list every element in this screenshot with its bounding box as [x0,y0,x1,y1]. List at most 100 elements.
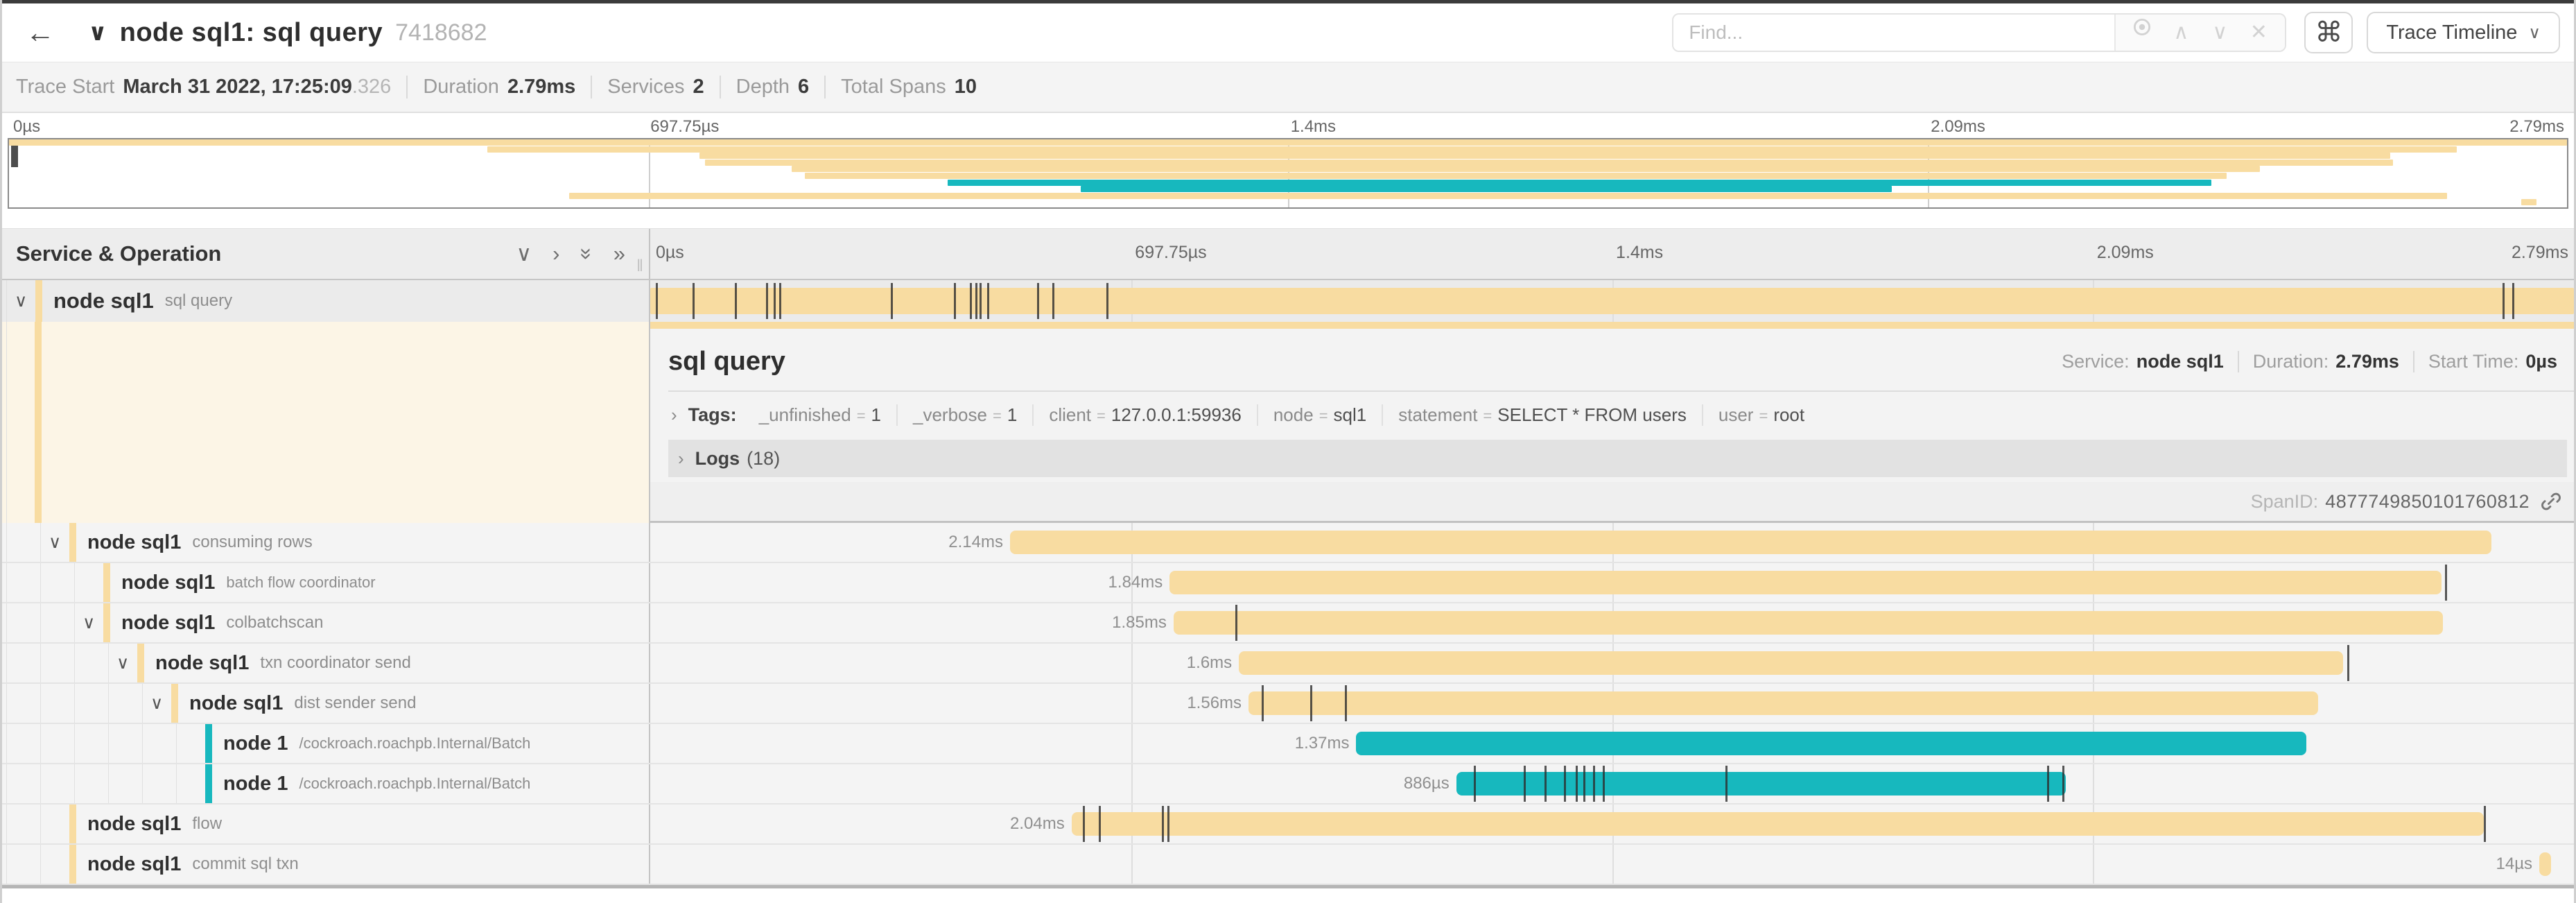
focus-match-icon[interactable] [2123,15,2161,51]
tag-value: SELECT * FROM users [1497,404,1687,425]
span-row[interactable]: node sql1 flow 2.04ms [2,805,2574,845]
column-resize-handle[interactable]: ‖ [636,257,645,275]
tag-item: statement = SELECT * FROM users [1382,404,1702,426]
span-tree-cell[interactable]: node sql1 batch flow coordinator [2,563,650,602]
span-tree-content: ∨ node sql1 colbatchscan [2,603,649,642]
span-duration-bar[interactable] [1456,772,2066,796]
trace-view-switcher-button[interactable]: Trace Timeline ∨ [2367,12,2560,53]
span-timeline-track[interactable]: 14µs [650,845,2574,884]
keyboard-shortcuts-button[interactable]: ⌘ [2304,12,2353,53]
span-timeline-track[interactable]: 886µs [650,764,2574,803]
span-tree-cell[interactable]: ∨ node sql1 txn coordinator send [2,644,650,682]
span-log-tick [2512,283,2515,319]
span-log-tick [1523,766,1526,802]
span-log-tick [1592,766,1595,802]
tree-indent-guide [40,724,41,763]
span-tree-cell[interactable]: node sql1 commit sql txn [2,845,650,884]
span-log-tick [2062,766,2064,802]
tags-accordion[interactable]: › Tags: _unfinished = 1 _verbose = 1 client = 12… [650,392,2574,437]
span-tree-cell[interactable]: node sql1 flow [2,805,650,843]
span-timeline-track[interactable] [650,280,2574,322]
tag-equals: = [992,407,1002,424]
span-tree-cell[interactable]: node 1/cockroach.roachpb.Internal/Batch [2,724,650,763]
span-tree-cell[interactable]: ∨ node sql1 consuming rows [2,523,650,562]
span-duration-bar[interactable] [1356,732,2307,755]
span-row[interactable]: node 1/cockroach.roachpb.Internal/Batch 1… [2,724,2574,764]
minimap-canvas[interactable] [8,138,2568,209]
span-tree-cell[interactable]: ∨ node sql1 colbatchscan [2,603,650,642]
minimap-tick-labels: 0µs 697.75µs 1.4ms 2.09ms 2.79ms [8,113,2568,138]
span-tree-content: node 1/cockroach.roachpb.Internal/Batch [2,724,649,763]
span-log-tick [693,283,695,319]
minimap-span-bar [1081,186,1892,193]
span-row[interactable]: node sql1 batch flow coordinator 1.84ms [2,563,2574,603]
span-row[interactable]: ∨ node sql1 txn coordinator send 1.6ms [2,644,2574,684]
span-row[interactable]: node sql1 commit sql txn 14µs [2,845,2574,885]
clear-find-icon[interactable]: ✕ [2249,21,2268,44]
span-log-tick [2483,806,2486,842]
find-input[interactable] [1673,15,2115,51]
span-duration-bar[interactable] [1173,611,2444,635]
tag-equals: = [856,407,866,424]
span-log-tick [778,283,781,319]
span-timeline-track[interactable]: 1.37ms [650,724,2574,763]
span-tree-cell[interactable]: node 1/cockroach.roachpb.Internal/Batch [2,764,650,803]
span-expand-chevron-icon[interactable]: ∨ [49,533,62,552]
span-row[interactable]: ∨ node sql1 dist sender send 1.56ms [2,684,2574,724]
minimap-range-handle[interactable] [11,139,18,167]
prev-match-icon[interactable]: ∧ [2173,21,2189,44]
span-duration-bar[interactable] [650,288,2574,314]
tree-indent-guide [176,764,177,803]
span-timeline-track[interactable]: 1.6ms [650,644,2574,682]
next-match-icon[interactable]: ∨ [2212,21,2228,44]
span-row[interactable]: ∨ node sql1 consuming rows 2.14ms [2,523,2574,563]
span-timeline-track[interactable]: 1.85ms [650,603,2574,642]
span-tree-cell[interactable]: ∨ node sql1 sql query [2,280,650,322]
span-row[interactable]: ∨ node sql1 sql query [2,280,2574,322]
collapse-one-icon[interactable]: ∨ [516,241,532,266]
deep-link-icon[interactable] [2539,490,2563,513]
span-log-tick [735,283,738,319]
span-duration-bar[interactable] [1248,691,2318,715]
span-expand-chevron-icon[interactable]: ∨ [15,291,28,311]
timeline-gridline [2093,764,2095,803]
tree-indent-guide [108,644,109,682]
tag-item: client = 127.0.0.1:59936 [1032,404,1257,426]
tags-label: Tags: [688,404,737,425]
span-expand-chevron-icon[interactable]: ∨ [116,653,130,673]
trace-meta-label: Total Spans [841,76,946,98]
span-row[interactable]: node 1/cockroach.roachpb.Internal/Batch 8… [2,764,2574,805]
expand-all-icon[interactable]: » [613,241,625,266]
span-tree-cell[interactable]: ∨ node sql1 dist sender send [2,684,650,723]
span-row[interactable]: ∨ node sql1 colbatchscan 1.85ms [2,603,2574,644]
tree-indent-guide [6,563,7,602]
trace-meta-value: 2.79ms [507,76,576,98]
span-timeline-track[interactable]: 1.56ms [650,684,2574,723]
tree-indent-guide [40,805,41,843]
span-log-tick [1473,766,1476,802]
back-arrow-icon[interactable]: ← [26,16,55,49]
span-expand-chevron-icon[interactable]: ∨ [150,694,164,713]
span-duration-bar[interactable] [1009,531,2491,554]
ruler-tick-1: 697.75µs [1135,243,1207,262]
span-timeline-track[interactable]: 2.04ms [650,805,2574,843]
span-timeline-track[interactable]: 1.84ms [650,563,2574,602]
span-color-accent [137,644,144,682]
tree-indent-guide [6,644,7,682]
span-duration-bar[interactable] [1239,651,2343,675]
span-duration-bar[interactable] [1071,812,2484,836]
span-timeline-track[interactable]: 2.14ms [650,523,2574,562]
span-id-row: SpanID: 4877749850101760812 [650,482,2574,521]
collapse-all-icon[interactable]: » [575,248,600,260]
span-operation-name: consuming rows [192,533,313,551]
logs-accordion[interactable]: › Logs (18) [668,440,2567,477]
span-duration-bar[interactable] [1169,571,2442,594]
span-tree-content: ∨ node sql1 dist sender send [2,684,649,723]
span-duration-bar[interactable] [2539,852,2551,876]
trace-collapse-chevron-icon[interactable]: ∨ [88,19,107,46]
timeline-ruler[interactable]: 0µs 697.75µs 1.4ms 2.09ms 2.79ms [650,229,2574,279]
tree-indent-guide [40,603,41,642]
tag-equals: = [1319,407,1328,424]
expand-one-icon[interactable]: › [552,241,560,266]
span-expand-chevron-icon[interactable]: ∨ [82,613,96,633]
